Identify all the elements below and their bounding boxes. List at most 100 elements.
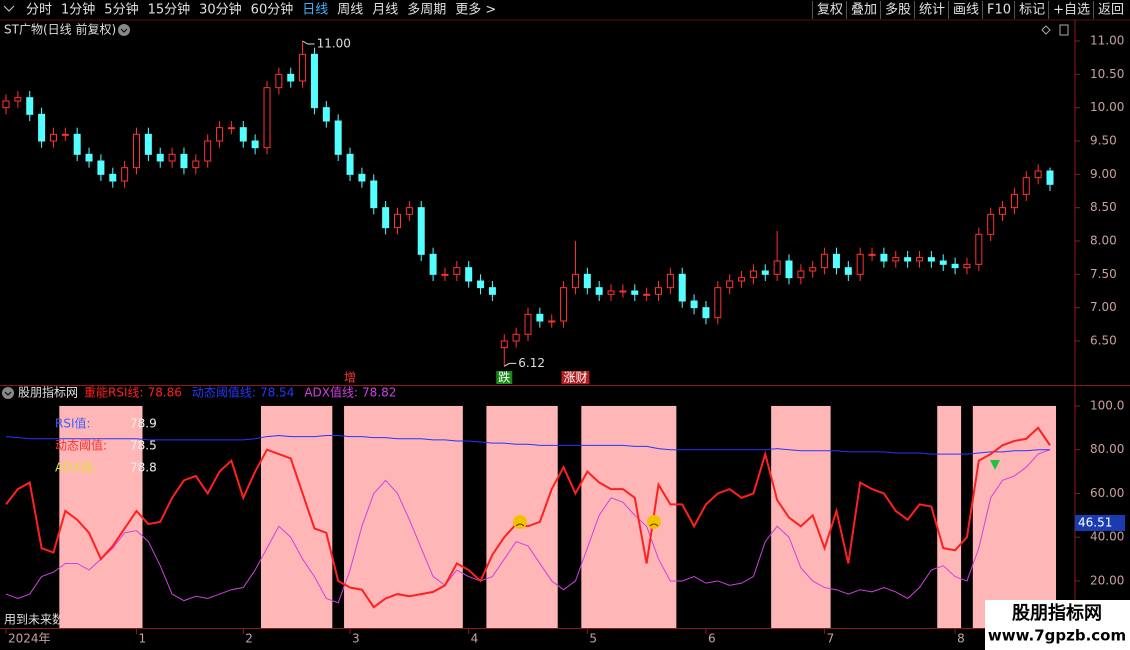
signal-band: [972, 405, 1056, 628]
x-tick-label: 8: [957, 632, 965, 646]
candle-body: [809, 267, 817, 272]
candle-body: [821, 253, 829, 269]
legend-value: 78.82: [362, 386, 396, 400]
signal-band: [771, 405, 831, 628]
readout-value: 78.8: [130, 461, 157, 475]
candle-body: [61, 133, 69, 136]
y-tick-label: 9.00: [1090, 167, 1117, 181]
pane-icon[interactable]: [1059, 24, 1069, 36]
candle-body: [216, 127, 224, 142]
candle-body: [738, 277, 746, 282]
y-tick-label: 10.00: [1090, 100, 1124, 114]
candle-body: [749, 270, 757, 279]
y-tick-label: 6.50: [1090, 334, 1117, 348]
candle-body: [239, 127, 247, 142]
candle-body: [227, 127, 235, 130]
candle-body: [868, 253, 876, 256]
candle-body: [488, 287, 496, 295]
toolbar-tab[interactable]: 月线: [372, 3, 398, 18]
candle-body: [287, 73, 295, 82]
toolbar-tab[interactable]: 分时: [26, 3, 52, 18]
toolbar-tab[interactable]: 日线: [302, 3, 328, 18]
title-icon[interactable]: [118, 24, 130, 36]
candle-body: [595, 287, 603, 295]
candle-body: [26, 97, 34, 115]
candle-body: [655, 287, 662, 295]
legend-value: 78.86: [148, 386, 182, 400]
candle-body: [1022, 177, 1030, 195]
candle-body: [631, 290, 639, 295]
candle-body: [394, 213, 401, 229]
toolbar-button[interactable]: 画线: [953, 3, 979, 18]
y-tick-label: 100.0: [1090, 398, 1124, 412]
footer-note: 用到未来数据: [4, 612, 76, 627]
toolbar-button[interactable]: 叠加: [851, 3, 877, 18]
y-tick-label: 9.50: [1090, 134, 1117, 148]
title-icon-arrow: [120, 28, 128, 33]
candle-body: [560, 287, 568, 322]
candle-body: [726, 280, 734, 289]
candle-body: [370, 180, 378, 209]
candle-body: [548, 320, 556, 323]
readout-value: 78.5: [130, 439, 157, 453]
extreme-label: 11.00: [317, 37, 351, 51]
legend-value: 78.54: [260, 386, 294, 400]
candle-body: [619, 290, 627, 293]
toolbar-button[interactable]: 标记: [1019, 3, 1045, 18]
candle-body: [643, 293, 651, 296]
candle-body: [310, 53, 318, 109]
candle-body: [690, 300, 698, 309]
chart-title: ST广物(日线 前复权): [4, 22, 116, 37]
candle-body: [844, 267, 852, 275]
toolbar-tab[interactable]: 1分钟: [61, 2, 95, 18]
readout-value: 78.9: [130, 417, 157, 431]
candle-body: [785, 260, 793, 279]
extreme-pointer: [504, 362, 517, 367]
y-tick-label: 8.00: [1090, 234, 1117, 248]
candle-body: [133, 133, 140, 169]
x-tick-label: 6: [708, 632, 716, 646]
current-value-label: 46.51: [1078, 515, 1112, 529]
candle-body: [204, 140, 212, 162]
indicator-icon[interactable]: [2, 387, 14, 399]
toolbar-button[interactable]: 复权: [817, 2, 843, 18]
candle-body: [880, 253, 888, 262]
legend-name: 动态阈值线:: [192, 385, 256, 400]
x-tick-label: 4: [471, 632, 479, 646]
menu-icon[interactable]: [3, 5, 15, 12]
diamond-icon[interactable]: [1041, 25, 1051, 35]
watermark-title: 股朋指标网: [1011, 602, 1102, 624]
watermark-box: [985, 600, 1130, 650]
toolbar-tab[interactable]: 更多 >: [455, 2, 496, 18]
indicator-line: [5, 449, 1051, 604]
toolbar-button[interactable]: F10: [987, 3, 1011, 18]
toolbar-tab[interactable]: 5分钟: [104, 2, 138, 18]
toolbar-tab[interactable]: 60分钟: [251, 2, 294, 18]
toolbar-button[interactable]: +自选: [1053, 3, 1090, 18]
candle-body: [856, 253, 864, 275]
toolbar-button[interactable]: 返回: [1098, 3, 1124, 18]
candle-body: [761, 270, 769, 275]
toolbar-button[interactable]: 统计: [919, 3, 945, 18]
y-tick-label: 11.00: [1090, 34, 1124, 48]
toolbar-tab[interactable]: 周线: [337, 3, 363, 18]
signal-badge: [496, 371, 513, 384]
candle-body: [334, 120, 342, 155]
toolbar-button[interactable]: 多股: [885, 2, 911, 18]
candle-body: [322, 107, 330, 122]
toolbar-tab[interactable]: 30分钟: [199, 2, 242, 18]
candle-body: [975, 233, 983, 265]
candle-body: [38, 113, 46, 142]
candle-body: [346, 153, 354, 175]
candle-body: [156, 153, 164, 162]
candle-body: [916, 257, 923, 262]
candle-body: [607, 290, 615, 295]
x-tick-label: 3: [352, 632, 360, 646]
watermark-url: www.7gpzb.com: [988, 627, 1126, 645]
toolbar-tab[interactable]: 15分钟: [148, 2, 191, 18]
toolbar-tab[interactable]: 多周期: [407, 2, 446, 18]
candle-body: [583, 273, 591, 289]
y-tick-label: 40.00: [1090, 530, 1124, 544]
